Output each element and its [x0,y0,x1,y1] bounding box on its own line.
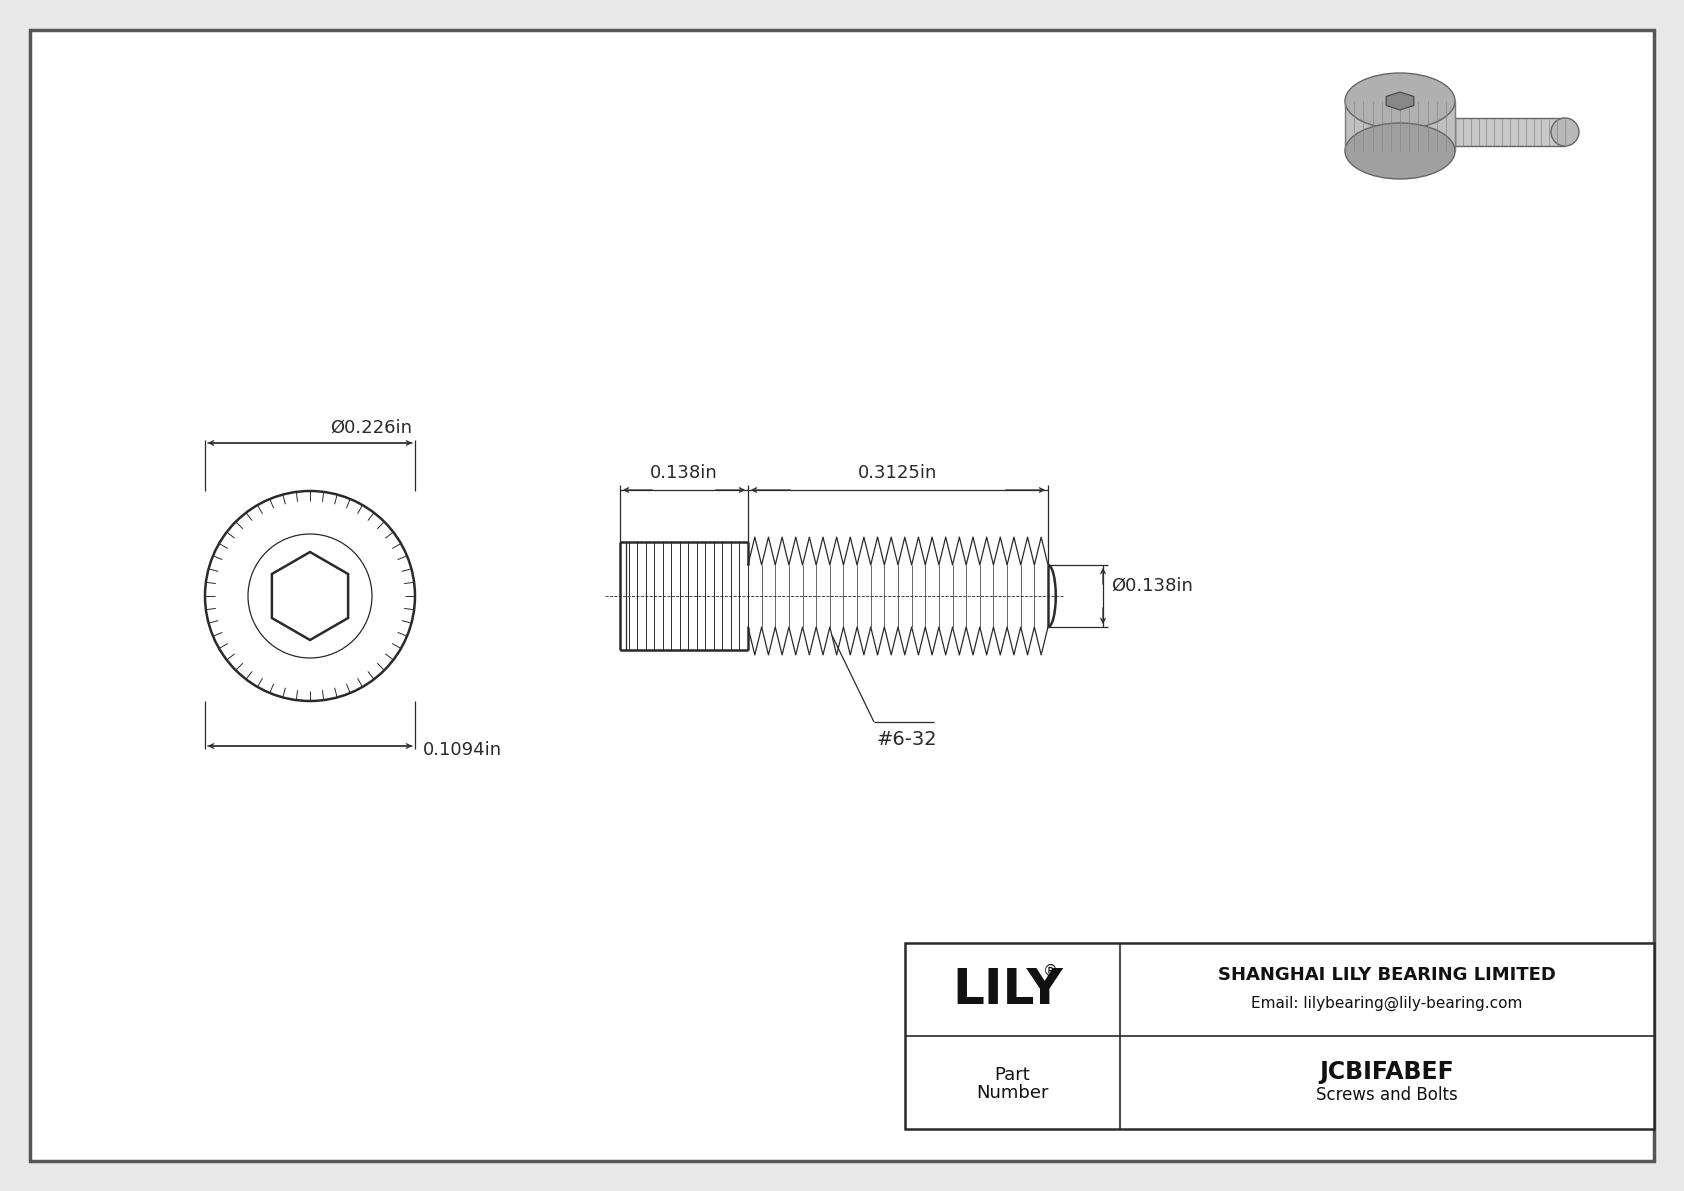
Polygon shape [1386,92,1415,110]
Polygon shape [1346,101,1455,151]
Text: Ø0.226in: Ø0.226in [330,419,413,437]
Text: 0.1094in: 0.1094in [423,741,502,759]
Text: Email: lilybearing@lily-bearing.com: Email: lilybearing@lily-bearing.com [1251,996,1522,1011]
Text: ®: ® [1042,964,1058,979]
Polygon shape [271,551,349,640]
Circle shape [205,491,414,701]
Circle shape [248,534,372,657]
Text: Part: Part [995,1066,1031,1084]
Text: Screws and Bolts: Screws and Bolts [1317,1085,1458,1104]
Bar [904,943,1654,1129]
Ellipse shape [1551,118,1580,146]
Ellipse shape [1346,73,1455,129]
Ellipse shape [1346,123,1455,179]
Text: SHANGHAI LILY BEARING LIMITED: SHANGHAI LILY BEARING LIMITED [1218,967,1556,985]
Text: Ø0.138in: Ø0.138in [1111,576,1192,596]
Polygon shape [1455,118,1564,146]
Text: #6-32: #6-32 [876,730,936,749]
Text: LILY: LILY [951,966,1063,1014]
Text: Number: Number [977,1084,1049,1102]
Text: JCBIFABEF: JCBIFABEF [1320,1060,1455,1085]
Text: 0.3125in: 0.3125in [859,464,938,482]
Text: 0.138in: 0.138in [650,464,717,482]
